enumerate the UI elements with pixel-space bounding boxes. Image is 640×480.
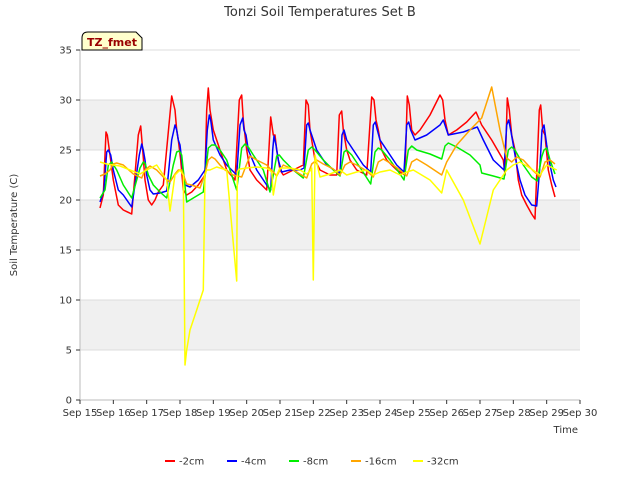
background-band bbox=[80, 200, 580, 250]
legend-label: -2cm bbox=[179, 457, 204, 468]
x-tick-label: Sep 24 bbox=[363, 408, 398, 419]
x-tick-label: Sep 25 bbox=[396, 408, 431, 419]
x-tick-label: Sep 27 bbox=[463, 408, 498, 419]
series-line-m4cm bbox=[99, 114, 557, 208]
source-badge-label: TZ_fmet bbox=[87, 36, 137, 49]
x-tick-label: Sep 30 bbox=[563, 408, 598, 419]
legend-label: -16cm bbox=[365, 457, 397, 468]
y-tick-label: 20 bbox=[59, 196, 72, 207]
background-band bbox=[80, 300, 580, 350]
x-tick-label: Sep 29 bbox=[529, 408, 564, 419]
y-tick-label: 0 bbox=[66, 396, 72, 407]
x-tick-label: Sep 21 bbox=[263, 408, 298, 419]
series-line-m16cm bbox=[99, 86, 556, 189]
background-bands bbox=[80, 50, 580, 400]
y-tick-label: 15 bbox=[59, 246, 72, 257]
x-tick-label: Sep 15 bbox=[63, 408, 98, 419]
y-tick-label: 30 bbox=[59, 96, 72, 107]
y-tick-label: 5 bbox=[66, 346, 72, 357]
legend-label: -8cm bbox=[303, 457, 328, 468]
x-tick-label: Sep 26 bbox=[429, 408, 464, 419]
y-tick-label: 25 bbox=[59, 146, 72, 157]
y-axis-title: Soil Temperature (C) bbox=[9, 174, 20, 277]
series-lines bbox=[99, 86, 558, 366]
x-tick-label: Sep 22 bbox=[296, 408, 331, 419]
source-badge: TZ_fmet bbox=[81, 31, 143, 51]
x-tick-label: Sep 16 bbox=[96, 408, 131, 419]
x-tick-label: Sep 20 bbox=[229, 408, 264, 419]
x-tick-label: Sep 17 bbox=[129, 408, 164, 419]
chart-title: Tonzi Soil Temperatures Set B bbox=[223, 5, 416, 20]
x-axis-title: Time bbox=[553, 425, 578, 436]
legend: -2cm -4cm -8cm -16cm -32cm bbox=[165, 457, 459, 468]
legend-label: -32cm bbox=[427, 457, 459, 468]
gridlines bbox=[80, 49, 580, 401]
x-tick-label: Sep 23 bbox=[329, 408, 364, 419]
series-line-m2cm bbox=[99, 87, 556, 220]
y-tick-label: 10 bbox=[59, 296, 72, 307]
y-tick-label: 35 bbox=[59, 46, 72, 57]
legend-label: -4cm bbox=[241, 457, 266, 468]
series-line-m32cm bbox=[99, 154, 558, 366]
background-band bbox=[80, 100, 580, 150]
x-tick-label: Sep 19 bbox=[196, 408, 231, 419]
x-tick-label: Sep 18 bbox=[163, 408, 198, 419]
x-tick-label: Sep 28 bbox=[496, 408, 531, 419]
